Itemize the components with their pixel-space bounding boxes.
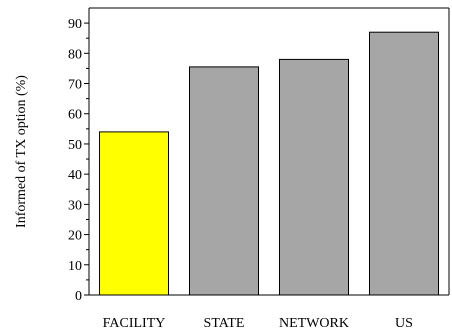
bar-us [369,31,439,296]
y-tick-label: 80 [68,47,82,62]
y-tick-label: 20 [68,229,82,244]
y-tick-label: 50 [68,138,82,153]
x-tick-label: US [395,316,413,331]
y-tick-label: 10 [68,259,82,274]
y-tick-label: 30 [68,198,82,213]
y-tick-label: 70 [68,78,82,93]
y-tick-label: 0 [75,289,82,304]
y-tick-label: 60 [68,108,82,123]
y-tick-label: 90 [68,17,82,32]
x-tick-label: NETWORK [279,316,349,331]
bar-network [279,58,349,296]
y-axis-title: Informed of TX option (%) [14,75,29,228]
bar-state [189,66,259,296]
x-tick-label: STATE [204,316,245,331]
plot-area: FACILITY STATE NETWORK US 0 10 20 30 40 50 60 70 80 9… [68,7,450,331]
y-tick-label: 40 [68,168,82,183]
bar-facility [99,131,169,296]
x-tick-label: FACILITY [103,316,166,331]
